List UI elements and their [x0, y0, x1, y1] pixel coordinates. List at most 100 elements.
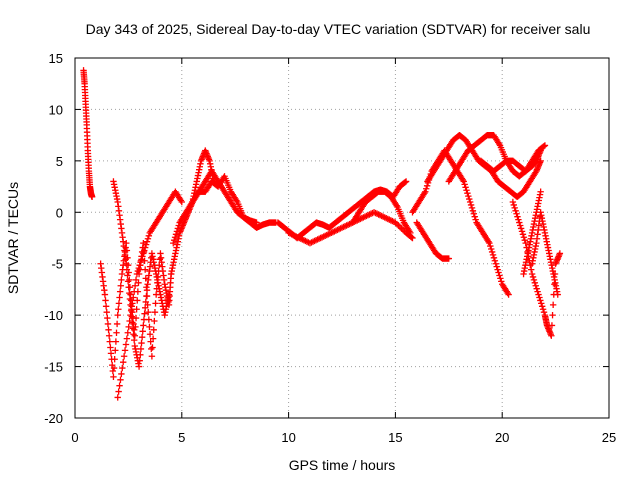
data-point	[148, 353, 156, 360]
data-point	[172, 231, 180, 238]
data-point	[421, 189, 428, 197]
data-point	[253, 219, 260, 226]
data-point	[485, 238, 492, 245]
y-axis-label: SDTVAR / TECUs	[5, 182, 21, 294]
data-point	[116, 382, 123, 389]
data-point	[117, 282, 124, 289]
data-point	[114, 394, 121, 401]
data-point	[124, 329, 131, 336]
data-point	[119, 364, 126, 372]
data-point	[467, 201, 475, 209]
data-point	[141, 257, 148, 264]
x-tick-label: 25	[602, 430, 616, 445]
data-point	[492, 260, 499, 267]
data-point	[129, 325, 137, 332]
data-point	[151, 317, 158, 325]
data-point	[528, 270, 536, 278]
data-point	[173, 228, 181, 235]
data-point	[118, 276, 125, 284]
data-point	[110, 373, 117, 381]
data-point	[520, 234, 528, 241]
data-point	[130, 331, 137, 338]
data-point	[110, 364, 118, 372]
chart-title: Day 343 of 2025, Sidereal Day-to-day VTE…	[86, 21, 591, 37]
data-point	[540, 142, 548, 150]
data-point	[141, 266, 149, 273]
data-point	[505, 291, 512, 298]
data-point	[107, 350, 115, 357]
data-point	[521, 237, 528, 244]
data-point	[497, 275, 504, 282]
data-point	[145, 232, 153, 239]
data-point	[393, 202, 400, 209]
data-point	[537, 188, 544, 195]
series-t16	[528, 209, 561, 298]
data-point	[409, 234, 416, 242]
data-point	[466, 195, 473, 203]
data-point	[466, 198, 474, 206]
data-point	[406, 228, 413, 235]
data-point	[115, 300, 123, 307]
data-point	[472, 216, 479, 223]
data-point	[538, 303, 546, 310]
data-point	[136, 357, 143, 364]
data-point	[125, 284, 132, 291]
series-t17	[520, 188, 544, 278]
data-point	[468, 204, 476, 212]
y-tick-label: -5	[51, 257, 63, 272]
data-point	[137, 351, 144, 359]
data-point	[116, 288, 124, 295]
data-point	[233, 197, 240, 204]
data-point	[517, 225, 525, 232]
data-point	[123, 335, 131, 342]
data-point	[469, 207, 477, 215]
y-tick-label: 10	[49, 102, 63, 117]
data-point	[178, 198, 185, 206]
data-point	[171, 234, 179, 241]
data-point	[146, 323, 153, 331]
data-point	[141, 247, 148, 254]
data-point	[143, 292, 150, 300]
y-tick-label: 5	[56, 154, 63, 169]
data-point	[554, 291, 561, 298]
data-point	[491, 257, 499, 264]
data-point	[104, 320, 112, 328]
data-point	[510, 201, 517, 209]
data-point	[145, 309, 152, 316]
data-point	[464, 189, 471, 197]
data-point	[537, 297, 544, 304]
data-point	[112, 338, 120, 345]
data-point	[111, 356, 118, 363]
data-point	[132, 314, 140, 322]
data-point	[522, 239, 529, 247]
data-point	[518, 228, 526, 235]
data-point	[137, 345, 145, 353]
data-point	[126, 295, 134, 303]
data-point	[541, 142, 549, 149]
plot-frame	[74, 57, 610, 419]
data-point	[549, 311, 556, 319]
y-tick-label: 15	[49, 51, 63, 66]
x-tick-label: 5	[178, 430, 185, 445]
data-point	[130, 288, 138, 295]
data-point	[130, 336, 138, 344]
data-point	[170, 239, 177, 247]
data-point	[146, 331, 154, 338]
data-point	[463, 187, 470, 194]
data-point	[513, 210, 520, 217]
data-point	[519, 231, 527, 238]
data-point	[120, 353, 128, 360]
y-tick-label: -15	[44, 360, 63, 375]
data-point	[537, 147, 544, 154]
data-point	[535, 291, 542, 298]
data-point	[514, 213, 521, 220]
data-point	[135, 363, 143, 370]
data-point	[109, 367, 117, 375]
data-point	[116, 294, 123, 301]
data-point	[517, 222, 524, 229]
series-t10	[409, 147, 512, 298]
data-point	[128, 306, 135, 313]
series-t8	[285, 209, 416, 247]
data-point	[115, 306, 122, 313]
